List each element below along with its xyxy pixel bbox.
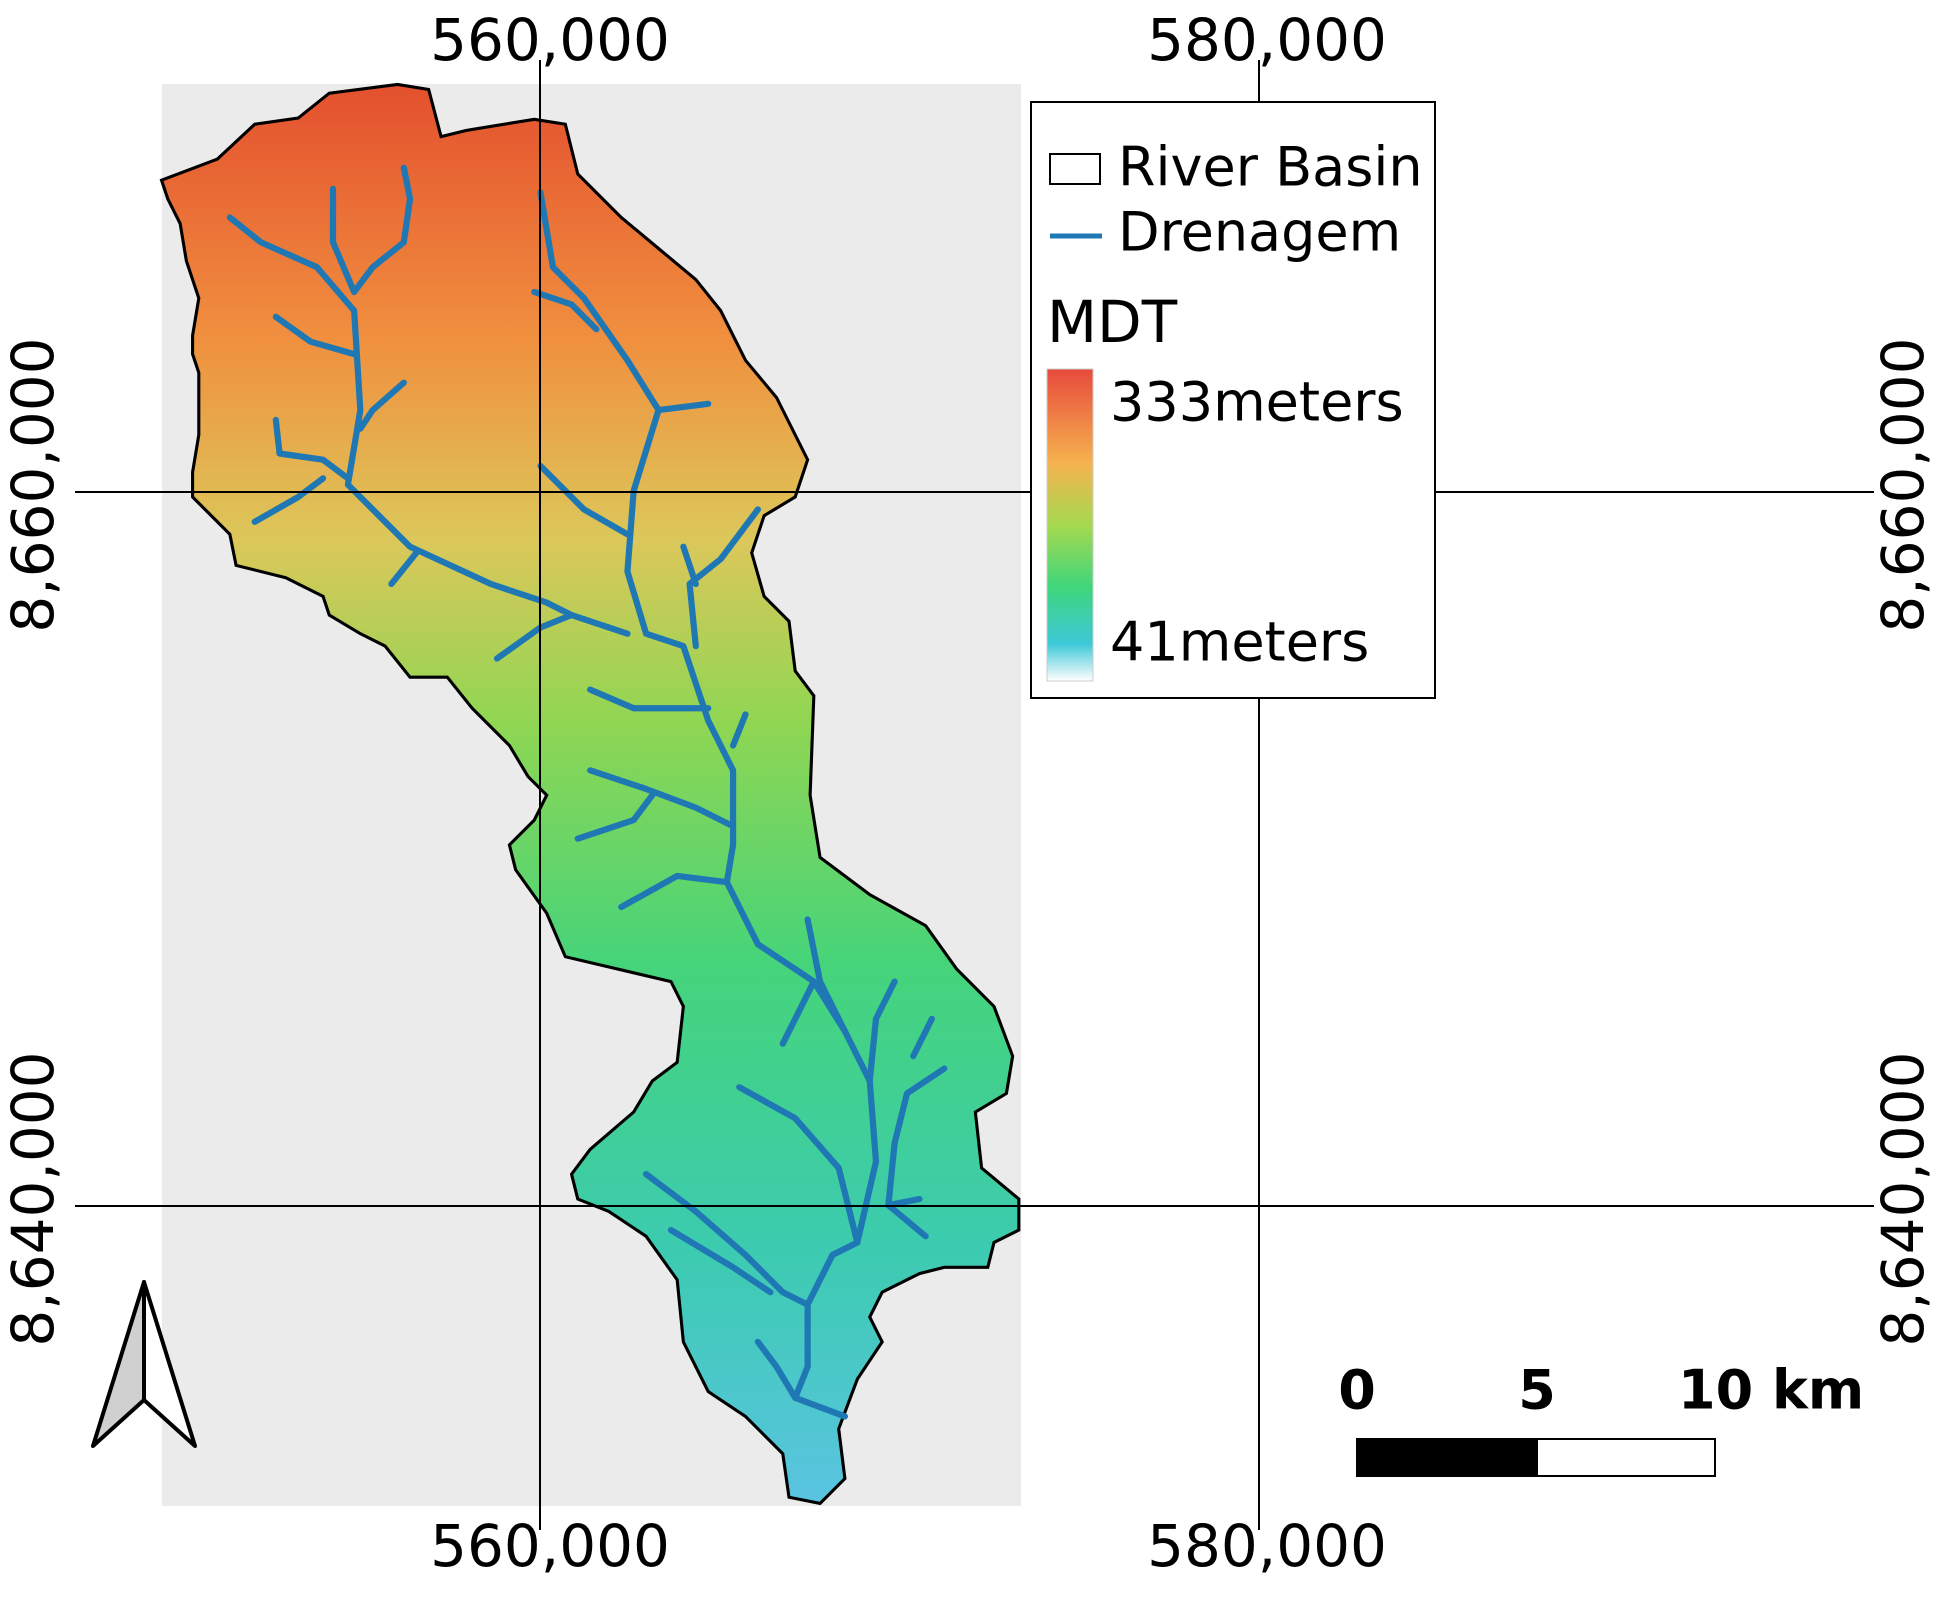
- legend-label: Drenagem: [1118, 201, 1401, 264]
- scale-label: 0: [1338, 1359, 1376, 1422]
- scale-segment: [1536, 1438, 1716, 1477]
- scale-label: 10 km: [1678, 1359, 1864, 1422]
- coord-label: 580,000: [1147, 6, 1387, 74]
- coord-label: 8,660,000: [1869, 337, 1937, 632]
- graticule: [75, 60, 1874, 1530]
- coord-label: 8,640,000: [1869, 1051, 1937, 1346]
- legend-title: MDT: [1047, 288, 1178, 356]
- legend-box: [1030, 101, 1436, 699]
- legend-label: River Basin: [1118, 136, 1423, 199]
- coord-label: 560,000: [430, 6, 670, 74]
- color-ramp: [1046, 368, 1094, 682]
- scale-bar: 0 5 10 km: [1338, 1359, 1864, 1477]
- coord-label: 580,000: [1147, 1512, 1387, 1580]
- north-arrow-left: [91, 1280, 146, 1448]
- coord-label: 8,640,000: [0, 1051, 67, 1346]
- north-arrow: [91, 1280, 197, 1448]
- ramp-max-label: 333meters: [1110, 371, 1404, 434]
- scale-segment: [1356, 1438, 1538, 1477]
- coord-label: 8,660,000: [0, 337, 67, 632]
- ramp-min-label: 41meters: [1110, 611, 1369, 674]
- basin-map: [159, 82, 1021, 1506]
- river-basin: [159, 82, 1021, 1506]
- coord-label: 560,000: [430, 1512, 670, 1580]
- scale-label: 5: [1518, 1359, 1556, 1422]
- north-arrow-right: [142, 1280, 197, 1448]
- legend: River Basin Drenagem MDT 333meters 41met…: [1030, 101, 1436, 699]
- legend-swatch: [1049, 153, 1101, 185]
